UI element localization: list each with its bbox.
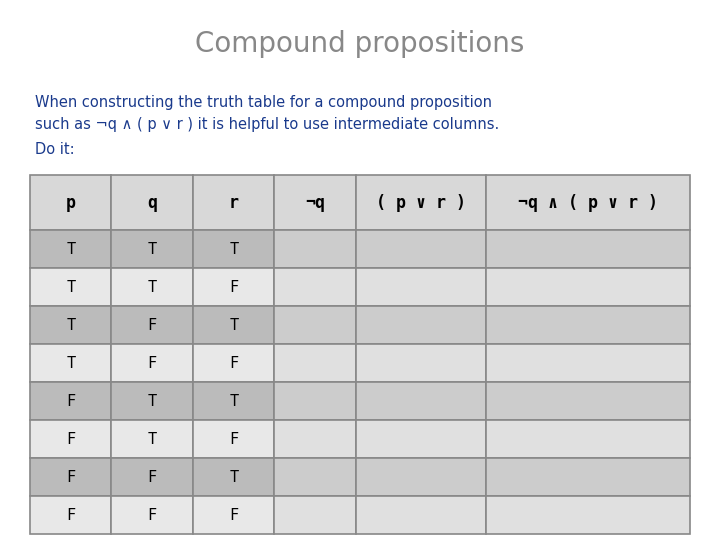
Text: p: p — [66, 193, 76, 212]
Bar — [356, 382, 486, 420]
Bar — [30, 268, 112, 306]
Bar — [356, 420, 486, 458]
Text: F: F — [66, 469, 76, 484]
Bar — [193, 230, 274, 268]
Text: such as ¬q ∧ ( p ∨ r ) it is helpful to use intermediate columns.: such as ¬q ∧ ( p ∨ r ) it is helpful to … — [35, 117, 499, 132]
Text: Compound propositions: Compound propositions — [195, 30, 525, 58]
Bar — [193, 175, 274, 230]
Bar — [193, 306, 274, 344]
Text: F: F — [229, 355, 238, 370]
Bar — [356, 344, 486, 382]
Bar — [30, 420, 112, 458]
Text: F: F — [148, 318, 157, 333]
Bar — [356, 496, 486, 534]
Bar — [486, 458, 690, 496]
Text: F: F — [148, 469, 157, 484]
Text: F: F — [66, 394, 76, 408]
Bar — [30, 496, 112, 534]
Bar — [30, 458, 112, 496]
Bar — [193, 420, 274, 458]
Bar — [112, 496, 193, 534]
Text: F: F — [66, 508, 76, 523]
Bar — [356, 306, 486, 344]
Bar — [112, 382, 193, 420]
Bar — [486, 230, 690, 268]
Bar — [112, 306, 193, 344]
Bar — [274, 306, 356, 344]
Bar — [486, 175, 690, 230]
Text: T: T — [148, 394, 157, 408]
Text: T: T — [66, 280, 76, 294]
Bar — [274, 344, 356, 382]
Bar — [30, 382, 112, 420]
Text: ( p ∨ r ): ( p ∨ r ) — [376, 193, 466, 212]
Bar — [30, 230, 112, 268]
Text: When constructing the truth table for a compound proposition: When constructing the truth table for a … — [35, 95, 492, 110]
Bar — [486, 382, 690, 420]
Text: T: T — [66, 355, 76, 370]
Bar — [112, 458, 193, 496]
Bar — [274, 458, 356, 496]
Text: ¬q ∧ ( p ∨ r ): ¬q ∧ ( p ∨ r ) — [518, 193, 658, 212]
Text: T: T — [229, 394, 238, 408]
Text: T: T — [229, 469, 238, 484]
Bar — [193, 344, 274, 382]
Bar — [356, 458, 486, 496]
Bar — [193, 496, 274, 534]
Bar — [193, 382, 274, 420]
Text: T: T — [66, 318, 76, 333]
Bar — [274, 382, 356, 420]
Text: r: r — [229, 193, 239, 212]
Text: T: T — [148, 431, 157, 447]
Bar — [486, 306, 690, 344]
Text: ¬q: ¬q — [305, 193, 325, 212]
Text: T: T — [229, 241, 238, 256]
Text: F: F — [229, 280, 238, 294]
Bar — [274, 175, 356, 230]
Bar — [356, 175, 486, 230]
Bar — [193, 458, 274, 496]
Bar — [356, 268, 486, 306]
Bar — [30, 306, 112, 344]
Bar — [486, 420, 690, 458]
Text: T: T — [148, 241, 157, 256]
Text: T: T — [229, 318, 238, 333]
Bar — [274, 230, 356, 268]
Bar — [486, 344, 690, 382]
Bar — [30, 175, 112, 230]
Text: F: F — [66, 431, 76, 447]
Bar — [274, 268, 356, 306]
Text: F: F — [229, 508, 238, 523]
Text: T: T — [148, 280, 157, 294]
Text: q: q — [147, 193, 157, 212]
Text: T: T — [66, 241, 76, 256]
Bar — [193, 268, 274, 306]
Bar — [112, 175, 193, 230]
Bar — [356, 230, 486, 268]
Text: F: F — [148, 508, 157, 523]
Text: F: F — [148, 355, 157, 370]
Bar — [274, 496, 356, 534]
Bar — [486, 268, 690, 306]
Bar — [112, 230, 193, 268]
Bar — [486, 496, 690, 534]
Text: F: F — [229, 431, 238, 447]
Text: Do it:: Do it: — [35, 142, 75, 157]
Bar — [112, 344, 193, 382]
Bar — [30, 344, 112, 382]
Bar — [112, 420, 193, 458]
Bar — [112, 268, 193, 306]
Bar — [274, 420, 356, 458]
